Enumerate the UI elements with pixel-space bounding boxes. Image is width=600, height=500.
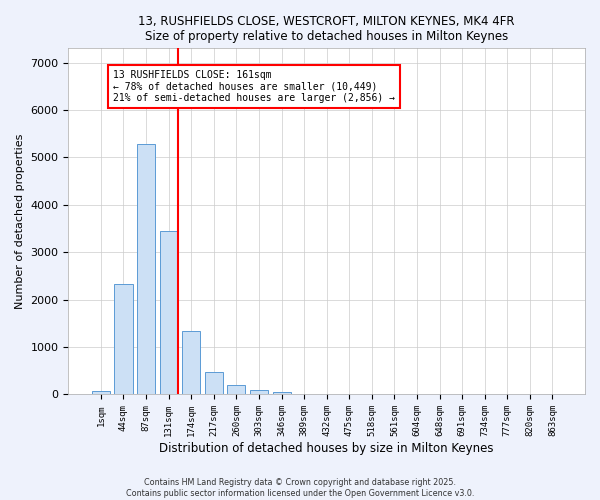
Text: Contains HM Land Registry data © Crown copyright and database right 2025.
Contai: Contains HM Land Registry data © Crown c…: [126, 478, 474, 498]
Bar: [160, 231, 178, 394]
Y-axis label: Number of detached properties: Number of detached properties: [15, 134, 25, 309]
Bar: [205, 372, 223, 394]
Bar: [182, 332, 200, 394]
Bar: [272, 392, 290, 394]
Bar: [92, 390, 110, 394]
Text: 13 RUSHFIELDS CLOSE: 161sqm
← 78% of detached houses are smaller (10,449)
21% of: 13 RUSHFIELDS CLOSE: 161sqm ← 78% of det…: [113, 70, 395, 103]
Bar: [115, 284, 133, 395]
Title: 13, RUSHFIELDS CLOSE, WESTCROFT, MILTON KEYNES, MK4 4FR
Size of property relativ: 13, RUSHFIELDS CLOSE, WESTCROFT, MILTON …: [139, 15, 515, 43]
X-axis label: Distribution of detached houses by size in Milton Keynes: Distribution of detached houses by size …: [160, 442, 494, 455]
Bar: [250, 390, 268, 394]
Bar: [227, 386, 245, 394]
Bar: [137, 144, 155, 395]
